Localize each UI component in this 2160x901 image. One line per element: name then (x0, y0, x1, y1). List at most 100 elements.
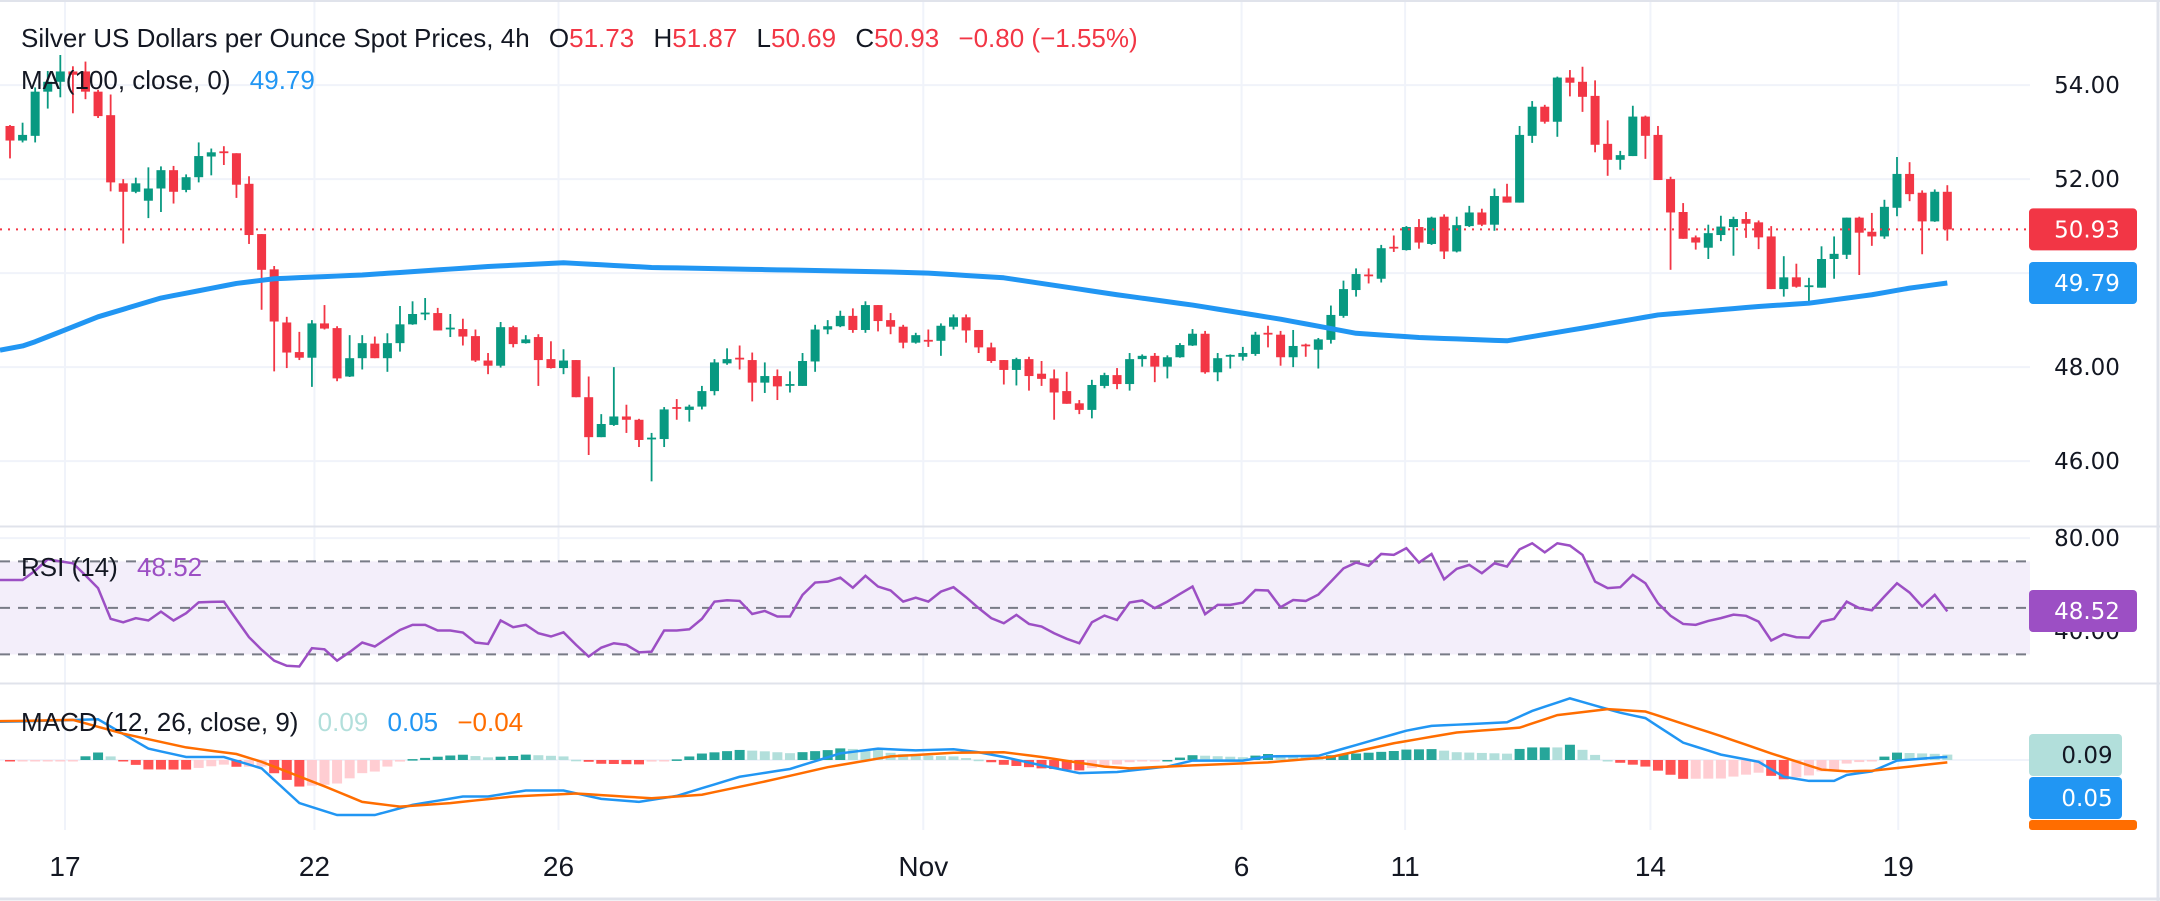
macd-histogram-bar (1388, 751, 1399, 760)
candle-up (156, 170, 166, 189)
last-price-tag-bg (2029, 208, 2137, 251)
candle-down (244, 183, 254, 236)
macd-histogram-bar (1690, 759, 1701, 779)
macd-legend[interactable]: MACD (12, 26, close, 9) 0.09 0.05 −0.04 (21, 707, 523, 737)
macd-histogram-bar (772, 752, 783, 760)
candle-down (533, 337, 543, 361)
candle-up (1628, 116, 1638, 157)
macd-histogram-bar (1665, 759, 1676, 775)
macd-histogram-bar (1476, 752, 1487, 760)
candle-down (1502, 196, 1512, 203)
macd-histogram-bar (1426, 749, 1437, 760)
candle-down (1540, 106, 1550, 122)
macd-histogram-bar (1489, 753, 1500, 760)
candle-down (458, 329, 468, 337)
macd-histogram-bar (986, 759, 997, 763)
ma-label: MA (100, close, 0) (21, 65, 231, 95)
candle-down (1024, 359, 1034, 377)
candle-up (1452, 225, 1462, 252)
candle-down (584, 397, 594, 438)
candle-down (923, 339, 933, 342)
candle-up (43, 81, 53, 92)
macd-histogram-bar (898, 754, 909, 760)
macd-histogram-bar (1829, 759, 1840, 771)
macd-histogram-bar (533, 755, 544, 760)
high-label: H (653, 23, 673, 53)
candle-down (332, 328, 342, 379)
candle-up (1175, 345, 1185, 358)
candle-up (1351, 274, 1361, 291)
candle-up (1225, 354, 1235, 357)
symbol-title[interactable]: Silver US Dollars per Ounce Spot Prices,… (21, 23, 530, 53)
candle-up (1401, 227, 1411, 251)
candle-up (1213, 358, 1223, 373)
candle-down (1653, 134, 1663, 181)
macd-histogram-bar (1803, 759, 1814, 776)
macd-histogram-bar (646, 759, 657, 762)
macd-histogram-bar (420, 757, 431, 760)
candle-up (1137, 355, 1147, 360)
macd-histogram-bar (873, 750, 884, 760)
macd-line-value: 0.05 (387, 707, 439, 737)
macd-histogram-bar (1514, 748, 1525, 760)
macd-histogram-bar (1892, 752, 1902, 760)
macd-histogram-bar (545, 755, 556, 760)
candle-up (1930, 191, 1940, 222)
candle-down (1942, 191, 1952, 230)
macd-histogram-bar (130, 759, 141, 765)
candle-down (546, 359, 556, 369)
macd-histogram-bar (608, 759, 619, 764)
candle-up (697, 391, 707, 407)
macd-histogram-bar (369, 759, 380, 772)
time-axis-label: 26 (543, 851, 574, 882)
macd-histogram-bar (948, 756, 959, 760)
macd-histogram-bar (1741, 759, 1752, 775)
candle-down (1867, 231, 1877, 237)
macd-histogram-bar (1527, 747, 1538, 760)
candle-down (282, 322, 292, 353)
macd-histogram-bar (155, 759, 166, 770)
candle-up (1728, 219, 1738, 228)
macd-histogram-bar (1866, 759, 1877, 762)
macd-histogram-bar (1149, 759, 1160, 762)
macd-histogram-bar (382, 759, 393, 767)
macd-signal-value: −0.04 (457, 707, 524, 737)
macd-histogram-bar (1753, 759, 1764, 773)
candle-up (835, 315, 845, 327)
macd-histogram-bar (1728, 759, 1739, 777)
macd-histogram-bar (1841, 759, 1852, 764)
rsi-legend[interactable]: RSI (14) 48.52 (21, 552, 202, 582)
candle-down (1754, 222, 1764, 238)
candle-down (508, 327, 518, 345)
candle-up (1779, 277, 1789, 290)
candle-down (1766, 236, 1776, 290)
macd-histogram-bar (457, 754, 468, 760)
candle-down (1791, 277, 1801, 287)
macd-histogram-bar (1791, 759, 1802, 778)
macd-histogram-bar (1200, 755, 1211, 760)
macd-histogram-bar (847, 748, 858, 760)
macd-histogram-bar (394, 759, 405, 762)
macd-histogram-bar (294, 759, 305, 787)
open-label: O (548, 23, 570, 53)
candle-up (1162, 357, 1172, 367)
macd-histogram-bar (357, 759, 368, 774)
candle-down (5, 125, 15, 141)
candle-up (1527, 106, 1537, 136)
candle-up (559, 360, 569, 369)
candle-up (1250, 334, 1260, 354)
price-axis-label: 48.00 (2054, 355, 2120, 381)
candle-up (1804, 285, 1814, 288)
candle-up (1313, 339, 1323, 350)
candle-up (1376, 248, 1386, 279)
macd-histogram-bar (143, 759, 154, 770)
rsi-layer (0, 541, 1949, 668)
ma-legend[interactable]: MA (100, close, 0) 49.79 (21, 65, 315, 95)
candle-down (1049, 378, 1059, 393)
candle-up (1716, 226, 1726, 236)
candle-down (898, 326, 908, 343)
candle-down (257, 234, 267, 270)
candle-down (169, 170, 179, 192)
macd-histogram-bar (1879, 756, 1890, 760)
